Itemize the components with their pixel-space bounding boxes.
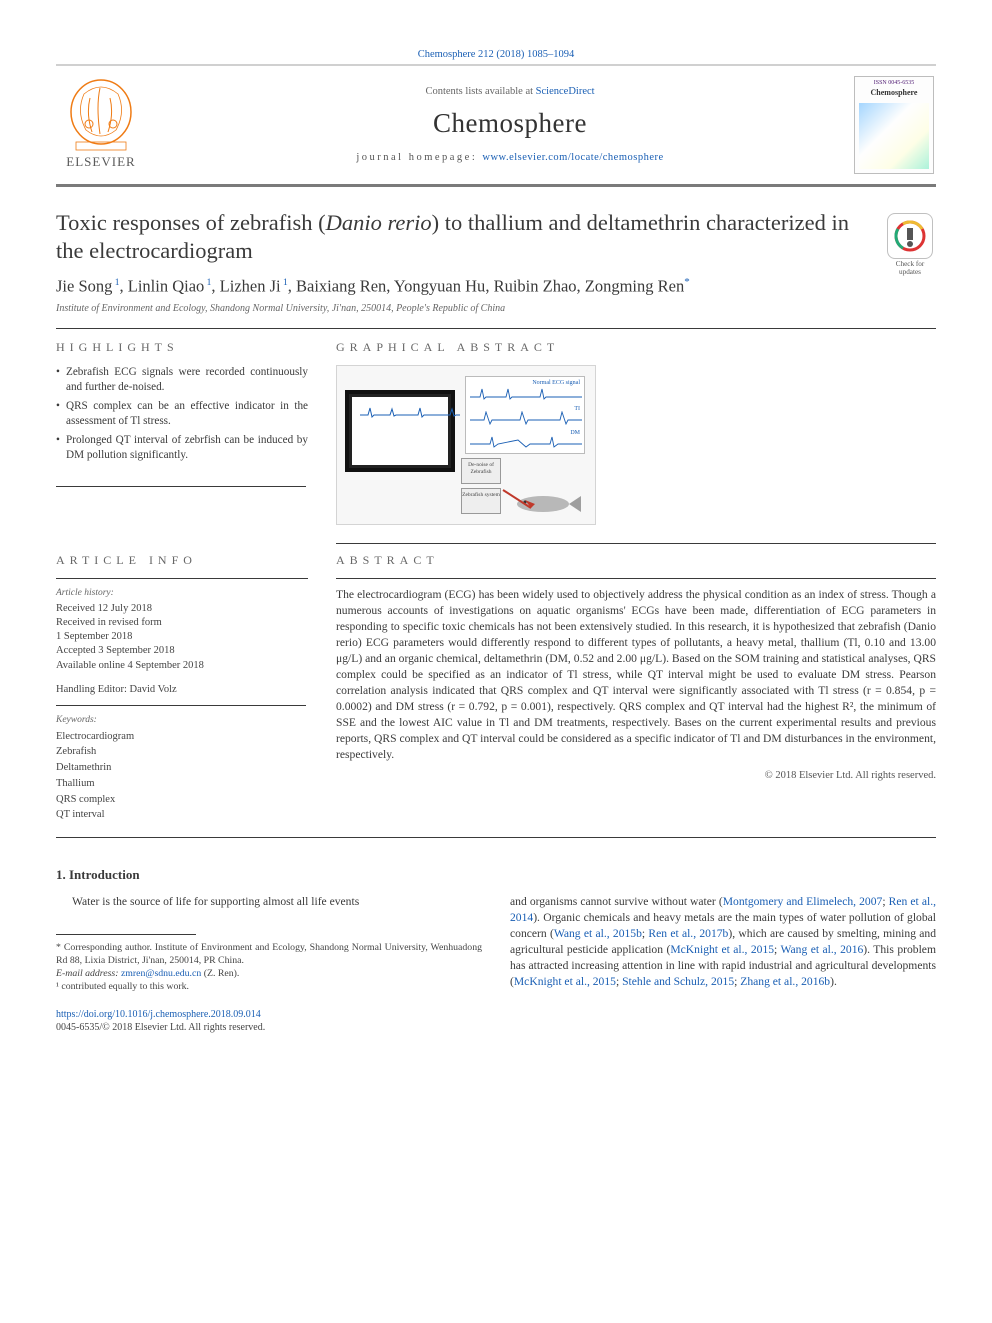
history-line: Received in revised form — [56, 616, 308, 630]
affiliation: Institute of Environment and Ecology, Sh… — [56, 302, 870, 316]
authors-line: Jie Song 1, Linlin Qiao 1, Lizhen Ji 1, … — [56, 275, 870, 298]
title-pre: Toxic responses of zebrafish ( — [56, 210, 326, 235]
email-link[interactable]: zmren@sdnu.edu.cn — [121, 968, 201, 979]
author-sup: 1 — [112, 278, 119, 288]
ga-box-1: De-noise of Zebrafish — [461, 458, 501, 484]
title-italic: Danio rerio — [326, 210, 432, 235]
abstract-rule-top — [336, 578, 936, 579]
contents-text: Contents lists available at — [425, 86, 535, 97]
abstract-copyright: © 2018 Elsevier Ltd. All rights reserved… — [336, 769, 936, 783]
corresponding-footnote: * Corresponding author. Institute of Env… — [56, 941, 482, 967]
highlight-item: QRS complex can be an effective indicato… — [56, 399, 308, 429]
citation-link[interactable]: Montgomery and Elimelech, 2007 — [723, 895, 883, 908]
citation-link[interactable]: McKnight et al., 2015 — [514, 975, 616, 988]
citation-link[interactable]: Stehle and Schulz, 2015 — [622, 975, 734, 988]
highlights-heading: HIGHLIGHTS — [56, 339, 308, 355]
history-line: Received 12 July 2018 — [56, 602, 308, 616]
homepage-url[interactable]: www.elsevier.com/locate/chemosphere — [482, 152, 663, 163]
history-line: Accepted 3 September 2018 — [56, 644, 308, 658]
header-citation: Chemosphere 212 (2018) 1085–1094 — [56, 48, 936, 62]
cover-art — [859, 103, 929, 169]
ga-rule — [336, 543, 936, 544]
intro-text-fragment: ). — [830, 975, 837, 988]
sciencedirect-link[interactable]: ScienceDirect — [536, 86, 595, 97]
crossmark-icon — [887, 213, 933, 259]
ai-rule-top — [56, 578, 308, 579]
title-rule — [56, 328, 936, 329]
email-label: E-mail address: — [56, 968, 119, 979]
email-paren: (Z. Ren). — [204, 968, 240, 979]
keyword: Thallium — [56, 776, 308, 792]
ai-rule-mid — [56, 705, 306, 706]
homepage-label: journal homepage: — [356, 152, 482, 163]
citation-link[interactable]: McKnight et al., 2015 — [670, 943, 774, 956]
highlights-rule — [56, 486, 306, 487]
journal-homepage: journal homepage: www.elsevier.com/locat… — [178, 151, 842, 165]
header-rule-top — [56, 64, 936, 66]
author: Baixiang Ren — [296, 277, 386, 296]
author: Jie Song — [56, 277, 112, 296]
citation-link[interactable]: Wang et al., 2016 — [781, 943, 864, 956]
svg-text:ELSEVIER: ELSEVIER — [66, 154, 135, 169]
article-info-heading: ARTICLE INFO — [56, 552, 308, 568]
intro-left-text: Water is the source of life for supporti… — [56, 894, 482, 910]
citation-link[interactable]: Ren et al., 2017b — [648, 927, 728, 940]
footnote-rule — [56, 934, 196, 935]
contrib-footnote: ¹ contributed equally to this work. — [56, 980, 482, 993]
graphical-abstract-image: Normal ECG signal TI DM De-noise of Zebr… — [336, 365, 596, 525]
author: Ruibin Zhao — [494, 277, 577, 296]
keyword: Electrocardiogram — [56, 729, 308, 745]
keyword: Zebrafish — [56, 744, 308, 760]
arrow-icon — [501, 488, 537, 514]
ga-label-1: Normal ECG signal — [532, 379, 580, 387]
journal-name: Chemosphere — [178, 105, 842, 141]
author-sup: 1 — [281, 278, 288, 288]
history-block: Received 12 July 2018Received in revised… — [56, 602, 308, 673]
email-footnote: E-mail address: zmren@sdnu.edu.cn (Z. Re… — [56, 967, 482, 980]
author: Lizhen Ji — [220, 277, 281, 296]
highlight-item: Prolonged QT interval of zebrfish can be… — [56, 433, 308, 463]
intro-right-text: and organisms cannot survive without wat… — [510, 894, 936, 990]
cover-issn: ISSN 0045-6535 — [857, 79, 931, 87]
journal-banner: ELSEVIER Contents lists available at Sci… — [56, 76, 936, 174]
keywords-label: Keywords: — [56, 714, 308, 727]
intro-text-fragment: and organisms cannot survive without wat… — [510, 895, 723, 908]
highlight-item: Zebrafish ECG signals were recorded cont… — [56, 365, 308, 395]
journal-cover-thumbnail: ISSN 0045-6535 Chemosphere — [854, 76, 934, 174]
citation-link[interactable]: Zhang et al., 2016b — [740, 975, 830, 988]
keyword: QRS complex — [56, 792, 308, 808]
doi-link[interactable]: https://doi.org/10.1016/j.chemosphere.20… — [56, 1008, 482, 1022]
issn-line: 0045-6535/© 2018 Elsevier Ltd. All right… — [56, 1021, 482, 1035]
elsevier-logo: ELSEVIER — [56, 76, 146, 174]
check-updates-label: Check for updates — [884, 261, 936, 277]
banner-rule-bottom — [56, 184, 936, 187]
keywords-block: ElectrocardiogramZebrafishDeltamethrinTh… — [56, 729, 308, 824]
abstract-body: The electrocardiogram (ECG) has been wid… — [336, 587, 936, 763]
author: Linlin Qiao — [128, 277, 205, 296]
cover-title: Chemosphere — [855, 88, 933, 99]
ga-signal-panel: Normal ECG signal TI DM — [465, 376, 585, 454]
handling-editor: Handling Editor: David Volz — [56, 683, 308, 697]
paper-title: Toxic responses of zebrafish (Danio reri… — [56, 209, 870, 265]
ga-monitor — [345, 390, 455, 472]
highlights-list: Zebrafish ECG signals were recorded cont… — [56, 365, 308, 464]
author: Zongming Ren — [585, 277, 684, 296]
ga-box-2: Zebrafish system — [461, 488, 501, 514]
abstract-heading: ABSTRACT — [336, 552, 936, 568]
citation-link[interactable]: Wang et al., 2015b — [554, 927, 642, 940]
keyword: QT interval — [56, 807, 308, 823]
author-sup: 1 — [204, 278, 211, 288]
contents-line: Contents lists available at ScienceDirec… — [178, 85, 842, 99]
intro-heading: 1. Introduction — [56, 866, 936, 884]
history-line: 1 September 2018 — [56, 630, 308, 644]
author: Yongyuan Hu — [394, 277, 485, 296]
history-label: Article history: — [56, 587, 308, 600]
keyword: Deltamethrin — [56, 760, 308, 776]
corresponding-marker: * — [684, 276, 690, 288]
history-line: Available online 4 September 2018 — [56, 659, 308, 673]
check-updates-widget[interactable]: Check for updates — [884, 213, 936, 277]
abstract-rule-bottom — [56, 837, 936, 838]
graphical-abstract-heading: GRAPHICAL ABSTRACT — [336, 339, 936, 355]
